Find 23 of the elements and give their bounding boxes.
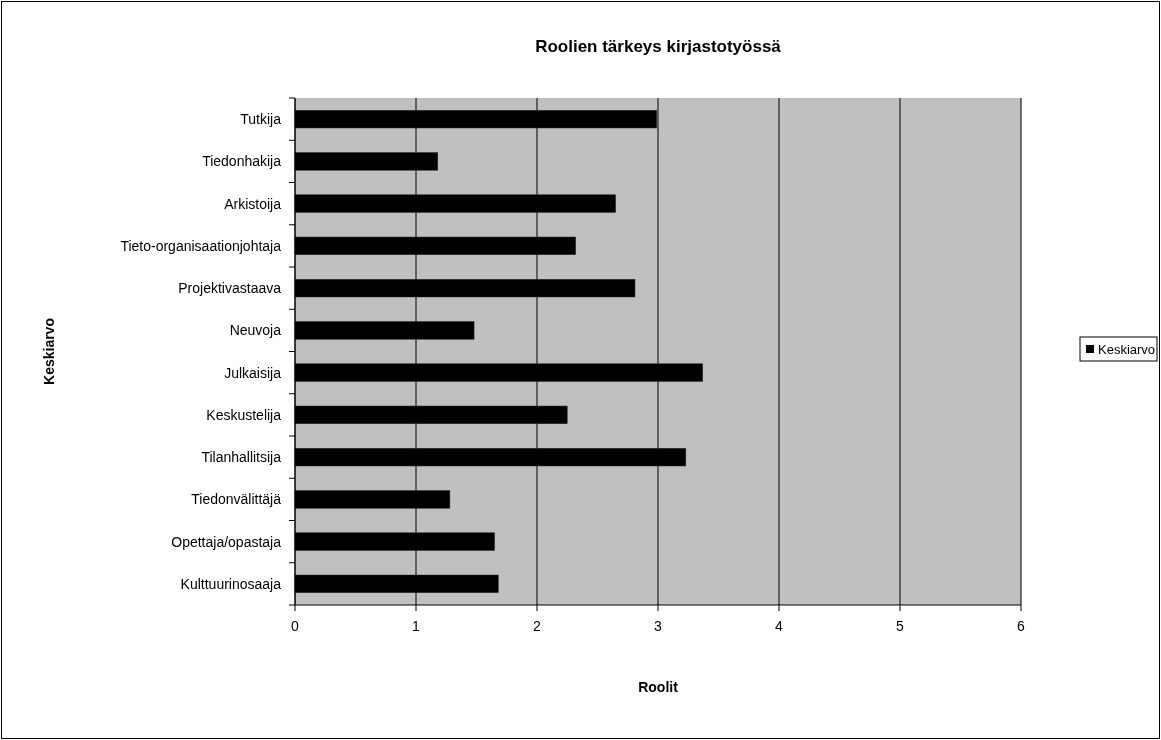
y-tick-label: Keskustelija xyxy=(206,406,282,423)
y-tick-label: Kulttuurinosaaja xyxy=(180,575,282,592)
x-axis-title: Roolit xyxy=(638,679,679,695)
legend-label: Keskiarvo xyxy=(1098,341,1156,357)
x-tick-label: 0 xyxy=(291,618,300,634)
x-tick-label: 6 xyxy=(1017,618,1026,634)
y-tick-label: Tutkija xyxy=(240,111,282,128)
y-tick-label: Tiedonvälittäjä xyxy=(191,491,282,508)
x-tick-label: 4 xyxy=(775,618,784,634)
y-tick-label: Opettaja/opastaja xyxy=(171,533,282,550)
y-tick-label: Tiedonhakija xyxy=(202,153,282,170)
y-tick-label: Neuvoja xyxy=(229,322,282,339)
x-tick-label: 1 xyxy=(412,618,421,634)
y-tick-label: Tilanhallitsija xyxy=(201,449,282,466)
x-tick-label: 2 xyxy=(533,618,542,634)
y-tick-label: Arkistoija xyxy=(224,195,282,212)
y-tick-label: Tieto-organisaationjohtaja xyxy=(120,237,282,254)
y-tick-label: Julkaisija xyxy=(224,364,282,381)
x-tick-label: 5 xyxy=(896,618,905,634)
y-tick-label: Projektivastaava xyxy=(178,280,282,297)
chart-title: Roolien tärkeys kirjastotyössä xyxy=(535,37,782,56)
x-tick-label: 3 xyxy=(654,618,663,634)
y-axis-title: Keskiarvo xyxy=(41,318,57,385)
